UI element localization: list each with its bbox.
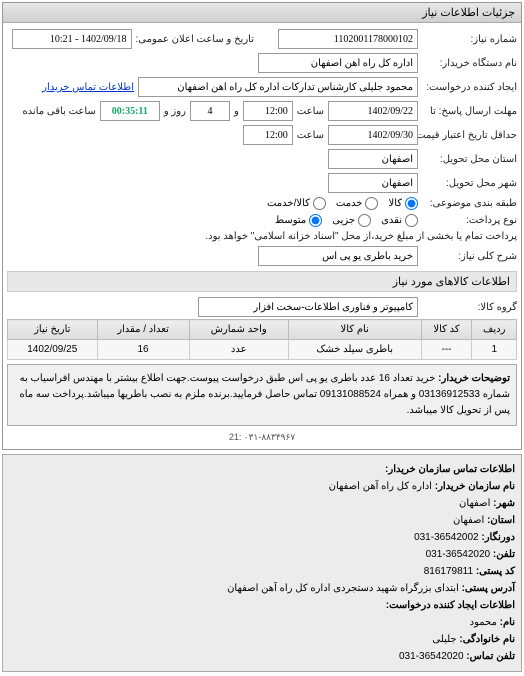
cat-both-option[interactable]: کالا/خدمت [267,197,326,210]
creator-label: ایجاد کننده درخواست: [422,82,517,93]
col-unit: واحد شمارش [189,320,288,340]
fax-value: 36542002-031 [414,532,479,543]
buyer-contact-link[interactable]: اطلاعات تماس خریدار [42,82,134,93]
delivery-place-field [328,149,418,169]
cell-name: باطری سیلد خشک [288,340,421,360]
countdown-field [100,101,160,121]
category-radio-group: کالا خدمت کالا/خدمت [267,197,418,210]
time-label-2: ساعت [297,130,324,141]
goods-section-title: اطلاعات کالاهای مورد نیاز [7,271,517,292]
fax-label: دورنگار: [481,532,515,543]
phone-label: تلفن: [493,549,515,560]
pay-partial-text: جزیی [332,215,355,226]
pay-medium-option[interactable]: متوسط [275,214,322,227]
province-value: اصفهان [453,515,484,526]
lname-label: نام خانوادگی: [459,634,515,645]
desc-text: خرید تعداد 16 عدد باطری یو پی اس طبق درخ… [19,373,510,416]
payment-note: پرداخت تمام یا بخشی از مبلغ خرید،از محل … [205,231,517,242]
panel-title: جزئیات اطلاعات نیاز [3,3,521,23]
contact-title: اطلاعات تماس سازمان خریدار: [9,461,515,478]
goods-grid: ردیف کد کالا نام کالا واحد شمارش تعداد /… [7,319,517,360]
table-row[interactable]: 1 --- باطری سیلد خشک عدد 16 1402/09/25 [8,340,517,360]
col-name: نام کالا [288,320,421,340]
postcode-value: 816179811 [424,566,473,577]
time-label-1: ساعت [297,106,324,117]
cat-both-radio[interactable] [313,197,326,210]
cell-row: 1 [472,340,517,360]
contact-phone-value: 36542020-031 [399,651,464,662]
col-row: ردیف [472,320,517,340]
pay-medium-radio[interactable] [309,214,322,227]
cat-goods-text: کالا [388,198,402,209]
reply-deadline-date [328,101,418,121]
buyer-device-label: نام دستگاه خریدار: [422,58,517,69]
need-title-field [258,246,418,266]
footer-small-text: ۰۳۱-۸۸۳۴۹۶۷ :21 [7,430,517,445]
request-no-field [278,29,418,49]
cat-service-text: خدمت [336,198,363,209]
days-left-suffix: روز و [164,106,186,117]
lname-value: جلیلی [432,634,456,645]
col-code: کد کالا [421,320,472,340]
form-body: شماره نیاز: تاریخ و ساعت اعلان عمومی: نا… [3,23,521,449]
address-value: ابتدای بزرگراه شهید دستجردی اداره کل راه… [227,583,459,594]
city-value: اصفهان [459,498,490,509]
goods-group-label: گروه کالا: [422,302,517,313]
desc-label: توضیحات خریدار: [438,373,510,384]
postcode-label: کد پستی: [476,566,515,577]
contact-info-box: اطلاعات تماس سازمان خریدار: نام سازمان خ… [2,454,522,672]
pay-cash-radio[interactable] [405,214,418,227]
cat-service-radio[interactable] [365,197,378,210]
request-no-label: شماره نیاز: [422,34,517,45]
address-label: آدرس پستی: [462,583,515,594]
cat-both-text: کالا/خدمت [267,198,310,209]
pub-date-field [12,29,132,49]
pay-medium-text: متوسط [275,215,306,226]
delivery-place-label: استان محل تحویل: [422,154,517,165]
cell-date: 1402/09/25 [8,340,98,360]
pub-date-label: تاریخ و ساعت اعلان عمومی: [136,34,255,45]
contact-phone-label: تلفن تماس: [466,651,515,662]
cat-goods-option[interactable]: کالا [388,197,418,210]
reply-deadline-label: مهلت ارسال پاسخ: تا [422,106,517,117]
goods-group-field [198,297,418,317]
province-label: استان: [487,515,515,526]
remaining-suffix: ساعت باقی مانده [22,106,95,117]
validity-label: حداقل تاریخ اعتبار قیمت: تا تاریخ: [422,130,517,141]
cell-qty: 16 [97,340,189,360]
phone-value: 36542020-031 [426,549,491,560]
validity-time-field [243,125,293,145]
col-date: تاریخ نیاز [8,320,98,340]
fname-value: محمود [470,617,497,628]
validity-date-field [328,125,418,145]
pay-partial-radio[interactable] [358,214,371,227]
fname-label: نام: [500,617,515,628]
payment-label: نوع پرداخت: [422,215,517,226]
payment-radio-group: نقدی جزیی متوسط [275,214,418,227]
cell-code: --- [421,340,472,360]
city-label: شهر: [493,498,515,509]
pay-cash-text: نقدی [381,215,402,226]
cat-goods-radio[interactable] [405,197,418,210]
and-label: و [234,106,239,117]
org-label: نام سازمان خریدار: [435,481,515,492]
days-left-field [190,101,230,121]
buyer-device-field [258,53,418,73]
pay-cash-option[interactable]: نقدی [381,214,418,227]
details-panel: جزئیات اطلاعات نیاز شماره نیاز: تاریخ و … [2,2,522,450]
reply-deadline-time [243,101,293,121]
col-qty: تعداد / مقدار [97,320,189,340]
pay-partial-option[interactable]: جزیی [332,214,371,227]
delivery-city-label: شهر محل تحویل: [422,178,517,189]
delivery-city-field [328,173,418,193]
cat-service-option[interactable]: خدمت [336,197,379,210]
creator-field [138,77,418,97]
need-title-label: شرح کلی نیاز: [422,251,517,262]
cell-unit: عدد [189,340,288,360]
buyer-description-box: توضیحات خریدار: خرید تعداد 16 عدد باطری … [7,364,517,426]
creator-info-label: اطلاعات ایجاد کننده درخواست: [9,597,515,614]
org-value: اداره کل راه آهن اصفهان [329,481,432,492]
category-label: طبقه بندی موضوعی: [422,198,517,209]
